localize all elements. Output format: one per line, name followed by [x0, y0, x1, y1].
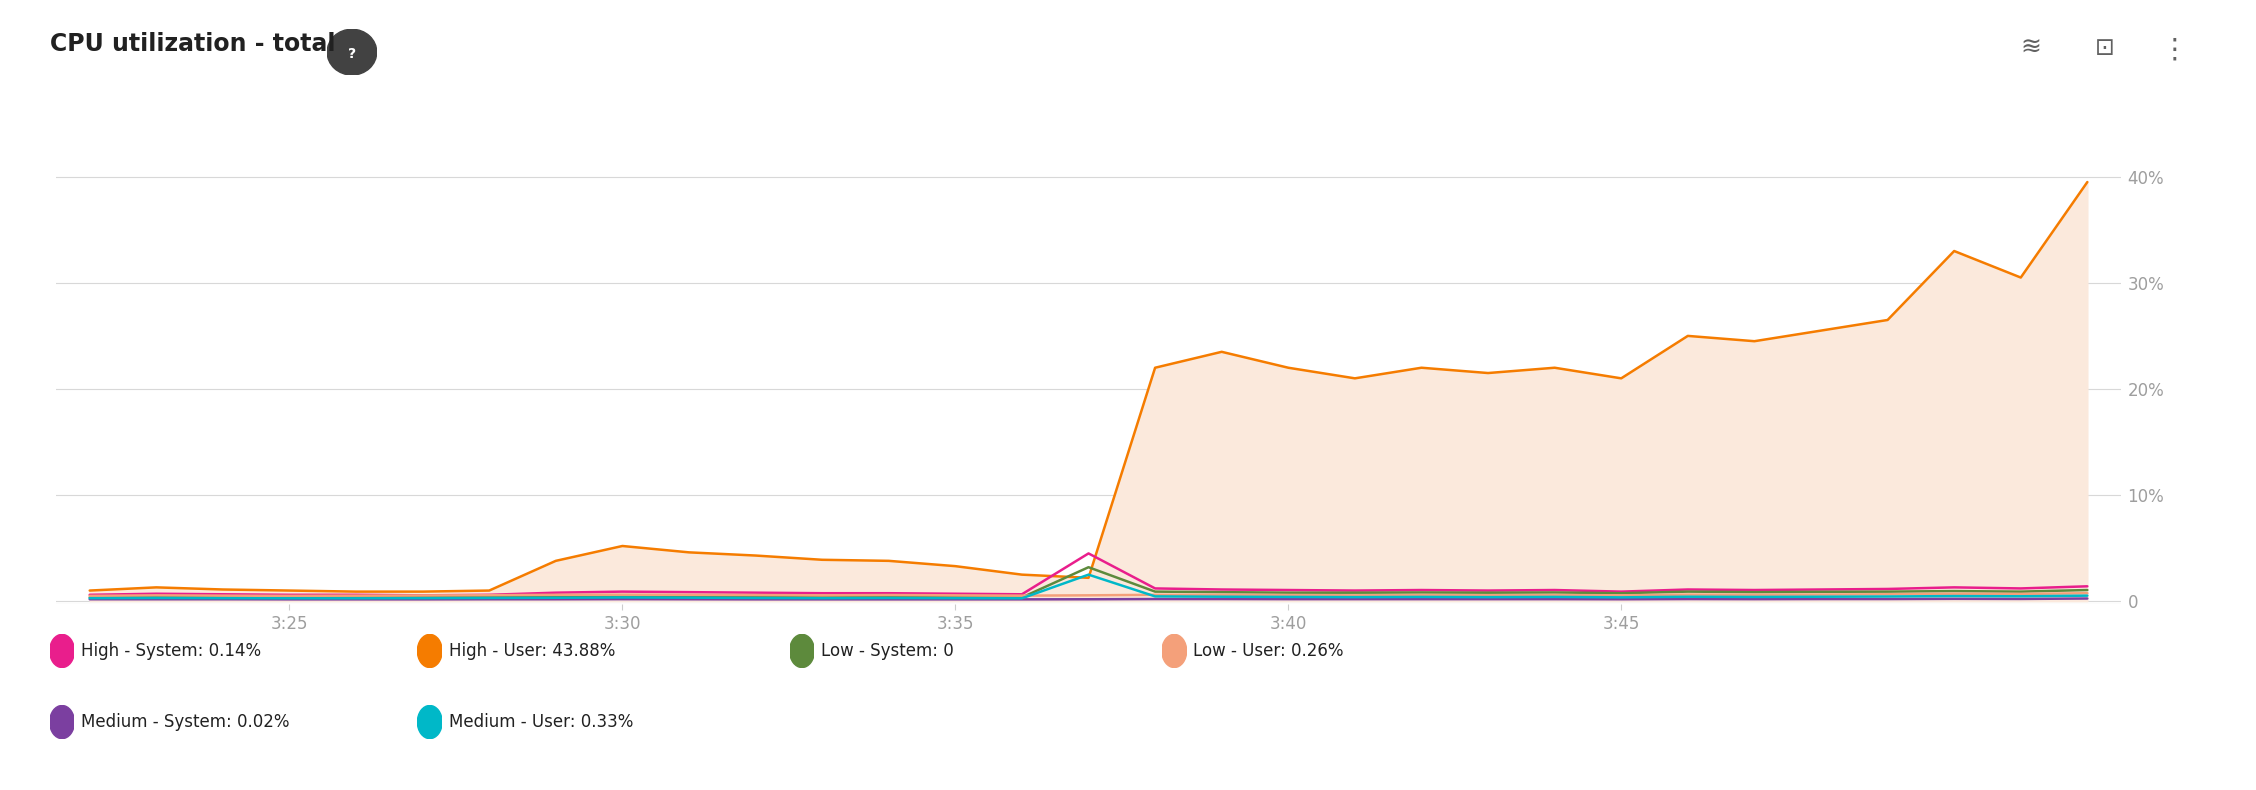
- Text: High - User: 43.88%: High - User: 43.88%: [449, 642, 616, 660]
- Text: ≋: ≋: [2019, 36, 2042, 59]
- Circle shape: [50, 705, 74, 739]
- Circle shape: [1162, 634, 1187, 668]
- Text: High - System: 0.14%: High - System: 0.14%: [81, 642, 262, 660]
- Text: Low - System: 0: Low - System: 0: [821, 642, 954, 660]
- Text: ⊡: ⊡: [2096, 36, 2114, 59]
- Text: ⋮: ⋮: [2161, 36, 2188, 63]
- Text: Medium - User: 0.33%: Medium - User: 0.33%: [449, 713, 634, 731]
- Circle shape: [417, 705, 442, 739]
- Circle shape: [790, 634, 814, 668]
- Text: CPU utilization - total: CPU utilization - total: [50, 32, 336, 55]
- Text: Medium - System: 0.02%: Medium - System: 0.02%: [81, 713, 289, 731]
- Circle shape: [50, 634, 74, 668]
- Circle shape: [327, 29, 377, 75]
- Text: Low - User: 0.26%: Low - User: 0.26%: [1193, 642, 1345, 660]
- Circle shape: [417, 634, 442, 668]
- Text: ?: ?: [347, 47, 356, 61]
